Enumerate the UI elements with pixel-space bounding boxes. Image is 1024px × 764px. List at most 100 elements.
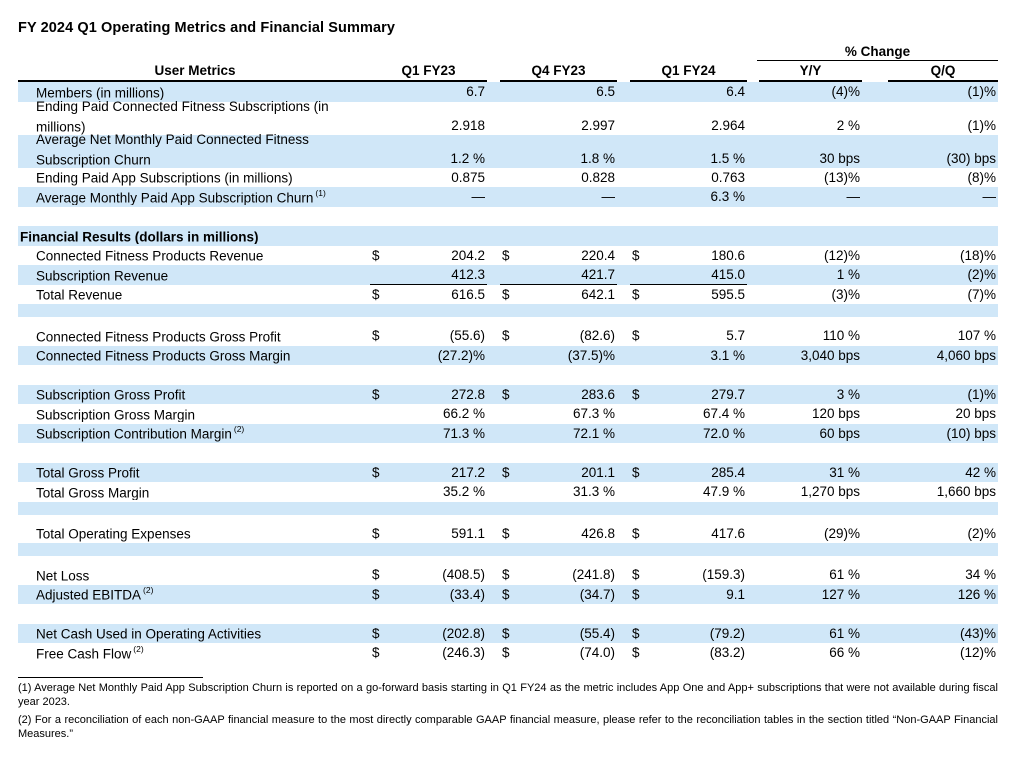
table-row: Average Net Monthly Paid Connected Fitne… — [18, 132, 998, 168]
table-row — [18, 304, 998, 317]
cell-q1fy24: (83.2) — [709, 645, 745, 661]
cell-q4fy23: (34.7) — [579, 586, 615, 602]
cell-yoy-change: 110 % — [822, 328, 860, 344]
cell-q1fy23: (33.4) — [449, 586, 485, 602]
table-body: Members (in millions) 6.7 6.5 6.4 (4)% (… — [18, 82, 998, 663]
cell-yoy-change: 31 % — [829, 464, 860, 480]
column-gap — [862, 166, 888, 168]
row-label: Connected Fitness Products Gross Margin — [18, 347, 370, 364]
cell-dollar-q1fy23: $ — [372, 567, 380, 583]
row-label: Adjusted EBITDA (2) — [18, 586, 370, 603]
cell-yoy-change: 60 bps — [819, 425, 860, 441]
cell-q4fy23: 0.828 — [581, 169, 615, 185]
table-row: Subscription Gross Margin 66.2 % 67.3 % … — [18, 404, 998, 424]
cell-yoy-change: 66 % — [829, 645, 860, 661]
row-label: Subscription Contribution Margin (2) — [18, 425, 370, 442]
cell-qoq-change: (43)% — [959, 625, 996, 641]
cell-q1fy24: (79.2) — [709, 625, 745, 641]
table-row: Total Gross Profit $ 217.2 $ 201.1 $ 285… — [18, 462, 998, 482]
cell-q1fy24: 417.6 — [711, 525, 745, 541]
table-row: Total Operating Expenses $ 591.1 $ 426.8… — [18, 524, 998, 544]
cell-dollar-q1fy24: $ — [632, 645, 640, 661]
cell-yoy-change: 120 bps — [811, 406, 860, 422]
cell-q1fy23: 2.918 — [451, 117, 485, 133]
cell-yoy-change: 127 % — [821, 586, 860, 602]
column-gap — [617, 133, 630, 135]
cell-q4fy23: 642.1 — [581, 286, 615, 302]
table-row — [18, 501, 998, 515]
row-label: Financial Results (dollars in millions) — [18, 228, 370, 244]
cell-dollar-q1fy24: $ — [632, 625, 640, 641]
cell-q4fy23: 283.6 — [581, 386, 615, 402]
row-label-text: Financial Results (dollars in millions) — [20, 229, 259, 244]
cell-qoq-change: — — [982, 189, 997, 205]
cell-q1fy24: 72.0 % — [702, 425, 745, 441]
row-label-text: Adjusted EBITDA — [36, 587, 142, 603]
col-header-yy-label: Y/Y — [759, 60, 862, 82]
cell-yoy-change: 3,040 bps — [800, 347, 860, 363]
row-label: Net Cash Used in Operating Activities — [18, 625, 370, 642]
cell-dollar-q4fy23: $ — [502, 525, 510, 541]
cell-dollar-q4fy23: $ — [502, 567, 510, 583]
cell-yoy-change: (12)% — [823, 247, 860, 263]
cell-dollar-q4fy23: $ — [502, 328, 510, 344]
footnote-marker: (2) — [233, 425, 245, 434]
cell-qoq-change: (30) bps — [946, 150, 996, 166]
cell-q4fy23: (74.0) — [579, 645, 615, 661]
cell-q1fy23: 217.2 — [451, 464, 485, 480]
cell-q1fy24: 47.9 % — [702, 484, 745, 500]
cell-q1fy24: 67.4 % — [702, 406, 745, 422]
cell-qoq-change: (1)% — [967, 386, 996, 402]
row-label: Ending Paid App Subscriptions (in millio… — [18, 169, 370, 186]
footnote-divider — [18, 676, 203, 678]
cell-dollar-q1fy23: $ — [372, 625, 380, 641]
cell-qoq-change: (12)% — [959, 645, 996, 661]
cell-yoy-change: (3)% — [831, 286, 860, 302]
table-row: Adjusted EBITDA (2) $ (33.4) $ (34.7) $ 9… — [18, 584, 998, 604]
row-label-text: Subscription Gross Margin — [36, 407, 196, 422]
cell-q1fy24: 2.964 — [711, 117, 745, 133]
row-label-text: Average Monthly Paid App Subscription Ch… — [36, 190, 314, 205]
cell-yoy-change: 61 % — [829, 567, 860, 583]
table-row — [18, 365, 998, 385]
cell-dollar-q1fy24: $ — [632, 386, 640, 402]
cell-q1fy23: (202.8) — [442, 625, 485, 641]
row-label — [18, 606, 370, 623]
cell-qoq-change: 42 % — [965, 464, 996, 480]
cell-q1fy24: 415.0 — [644, 265, 747, 285]
row-label: Ending Paid Connected Fitness Subscripti… — [18, 98, 370, 138]
cell-dollar-q1fy23: $ — [372, 328, 380, 344]
row-label-text: Free Cash Flow — [36, 646, 132, 661]
row-label-text: Subscription Contribution Margin — [36, 426, 232, 442]
cell-q1fy23: 591.1 — [451, 525, 485, 541]
cell-dollar-q4fy23 — [500, 133, 514, 135]
cell-q1fy24: 0.763 — [711, 169, 745, 185]
row-label — [18, 208, 370, 225]
cell-q1fy24: (159.3) — [702, 567, 745, 583]
cell-qoq-change: (2)% — [967, 525, 996, 541]
cell-dollar-q1fy23: $ — [372, 247, 380, 263]
cell-dollar-q4fy23: $ — [502, 625, 510, 641]
cell-q1fy24: 5.7 — [726, 328, 745, 344]
cell-qoq-change: 4,060 bps — [936, 347, 996, 363]
row-label: Total Revenue — [18, 286, 370, 303]
cell-dollar-q4fy23: $ — [502, 586, 510, 602]
cell-yoy-change: 30 bps — [819, 150, 860, 166]
table-row: Members (in millions) 6.7 6.5 6.4 (4)% (… — [18, 82, 998, 102]
cell-q1fy24: 595.5 — [711, 286, 745, 302]
table-row: Ending Paid Connected Fitness Subscripti… — [18, 99, 998, 135]
cell-dollar-q1fy24: $ — [632, 567, 640, 583]
table-row — [18, 515, 998, 524]
footnote-marker: (2) — [143, 586, 154, 595]
cell-qoq-change: (7)% — [967, 286, 996, 302]
row-label: Members (in millions) — [18, 84, 370, 100]
cell-q1fy24: 6.4 — [726, 84, 745, 100]
cell-q1fy24: 180.6 — [711, 247, 745, 263]
row-label: Free Cash Flow (2) — [18, 645, 370, 662]
cell-qoq-change: 126 % — [957, 586, 996, 602]
cell-q1fy23: 412.3 — [384, 265, 487, 285]
cell-yoy-change: 1,270 bps — [800, 484, 860, 500]
col-header-q1fy23: Q1 FY23 — [370, 60, 487, 82]
row-label: Average Monthly Paid App Subscription Ch… — [18, 189, 370, 206]
page-title: FY 2024 Q1 Operating Metrics and Financi… — [18, 20, 396, 36]
